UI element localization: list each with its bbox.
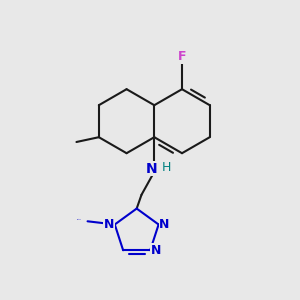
Text: N: N <box>151 244 161 257</box>
Text: methyl: methyl <box>77 219 82 220</box>
Text: N: N <box>104 218 114 231</box>
Text: H: H <box>162 161 171 174</box>
Text: N: N <box>159 218 170 231</box>
Text: N: N <box>146 162 158 176</box>
Text: F: F <box>178 50 186 63</box>
